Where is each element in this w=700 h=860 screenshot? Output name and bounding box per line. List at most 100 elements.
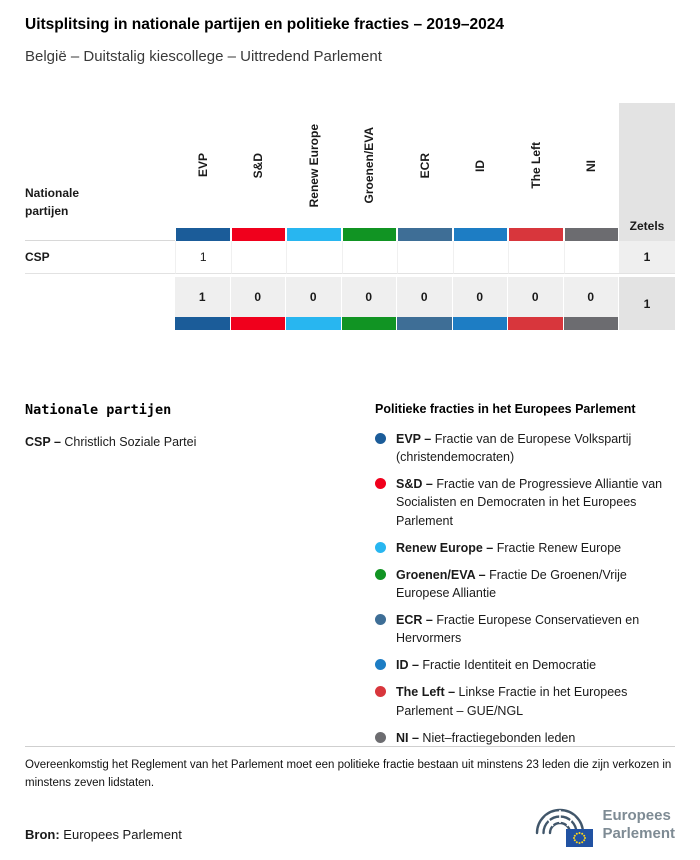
column-header-ni: NI <box>564 103 620 241</box>
political-groups-legend: Politieke fracties in het Europees Parle… <box>375 402 675 756</box>
legend-item-theleft: The Left – Linkse Fractie in het Europee… <box>375 683 675 719</box>
group-color-bar <box>230 317 285 330</box>
group-abbr: The Left – <box>396 685 456 700</box>
cell-value <box>397 241 453 274</box>
column-label: Groenen/EVA <box>362 127 377 204</box>
group-full-name: Niet–fractiegebonden leden <box>422 730 576 745</box>
legend-section: Nationale partijen CSP – Christlich Sozi… <box>25 402 675 756</box>
row-seats-total: 1 <box>619 241 675 274</box>
group-full-name: Linkse Fractie in het Europees Parlement… <box>396 685 628 718</box>
legend-item-ni: NI – Niet–fractiegebonden leden <box>375 729 675 747</box>
group-color-dot <box>375 541 386 553</box>
row-header-label: Nationale partijen <box>25 186 80 218</box>
cell-value <box>341 241 397 274</box>
table-totals-row: 1 0 0 0 0 0 0 <box>25 277 675 330</box>
totals-empty-cell <box>25 277 175 330</box>
total-cell-renew: 0 <box>286 277 341 330</box>
cell-value <box>286 241 342 274</box>
seats-table: Nationale partijen EVP S&D Renew Europe … <box>25 103 675 330</box>
group-color-bar <box>509 228 563 241</box>
column-header-zetels: Zetels <box>619 103 675 241</box>
group-color-bar <box>453 228 507 241</box>
cell-value <box>508 241 564 274</box>
group-color-bar <box>341 317 396 330</box>
group-color-bar <box>176 228 230 241</box>
national-parties-legend: Nationale partijen CSP – Christlich Sozi… <box>25 402 375 756</box>
cell-value <box>230 241 286 274</box>
political-groups-heading: Politieke fracties in het Europees Parle… <box>375 402 636 416</box>
seats-grand-total: 1 <box>619 277 675 330</box>
group-color-bar <box>397 317 452 330</box>
group-color-dot <box>375 659 386 671</box>
column-label: S&D <box>251 152 266 179</box>
table-row-csp: CSP 1 1 <box>25 241 675 274</box>
group-full-name: Fractie Identiteit en Democratie <box>422 658 597 673</box>
group-color-bar <box>398 228 452 241</box>
group-color-dot <box>375 433 386 444</box>
group-color-bar <box>287 228 341 241</box>
group-color-bar <box>563 317 618 330</box>
footer: Bron: Europees Parlement <box>25 800 675 848</box>
party-abbr: CSP – <box>25 435 61 449</box>
group-color-bar <box>231 228 285 241</box>
column-label: ID <box>473 159 488 172</box>
total-value: 0 <box>309 290 317 304</box>
group-color-bar <box>286 317 341 330</box>
source-line: Bron: Europees Parlement <box>25 827 182 848</box>
table-header-row: Nationale partijen EVP S&D Renew Europe … <box>25 103 675 241</box>
group-color-bar <box>508 317 563 330</box>
column-label: The Left <box>528 142 543 189</box>
group-color-bar <box>175 317 230 330</box>
legend-item-id: ID – Fractie Identiteit en Democratie <box>375 656 675 674</box>
total-value: 0 <box>476 290 484 304</box>
column-label: Renew Europe <box>306 123 321 208</box>
group-color-dot <box>375 614 386 625</box>
column-label: NI <box>584 159 599 172</box>
column-header-ecr: ECR <box>397 103 453 241</box>
column-header-renew: Renew Europe <box>286 103 342 241</box>
hemicycle-flag-icon <box>536 808 594 847</box>
group-abbr: S&D – <box>396 477 433 492</box>
total-cell-ecr: 0 <box>397 277 452 330</box>
group-color-dot <box>375 568 386 580</box>
group-full-name: Fractie van de Europese Volkspartij (chr… <box>396 432 632 465</box>
group-abbr: Renew Europe – <box>396 540 494 555</box>
column-header-id: ID <box>453 103 509 241</box>
group-color-dot <box>375 731 386 743</box>
group-color-dot <box>375 686 386 698</box>
column-label: EVP <box>195 153 210 178</box>
legend-item-ecr: ECR – Fractie Europese Conservatieven en… <box>375 611 675 647</box>
group-abbr: ECR – <box>396 613 433 627</box>
zetels-label: Zetels <box>629 219 665 233</box>
column-header-theleft: The Left <box>508 103 564 241</box>
column-header-sd: S&D <box>231 103 287 241</box>
legend-item-evp: EVP – Fractie van de Europese Volksparti… <box>375 430 675 466</box>
total-cell-id: 0 <box>452 277 507 330</box>
group-abbr: NI – <box>396 730 419 745</box>
total-cell-groenen: 0 <box>341 277 396 330</box>
total-value: 0 <box>531 290 539 304</box>
logo-word-1: Europees <box>602 806 671 824</box>
party-name: CSP <box>25 241 175 274</box>
group-full-name: Fractie Europese Conservatieven en Hervo… <box>396 613 640 646</box>
group-abbr: EVP – <box>396 432 432 446</box>
group-abbr: Groenen/EVA – <box>396 567 486 582</box>
row-header-cell: Nationale partijen <box>25 103 175 241</box>
column-header-groenen: Groenen/EVA <box>342 103 398 241</box>
group-color-bar <box>452 317 507 330</box>
footnote: Overeenkomstig het Reglement van het Par… <box>25 746 675 793</box>
national-parties-heading: Nationale partijen <box>25 402 172 418</box>
source-value: Europees Parlement <box>63 827 182 842</box>
cell-value <box>563 241 619 274</box>
party-full-name: Christlich Soziale Partei <box>64 435 197 449</box>
total-cell-sd: 0 <box>230 277 285 330</box>
legend-item-renew: Renew Europe – Fractie Renew Europe <box>375 539 675 557</box>
total-value: 1 <box>198 290 206 304</box>
total-value: 0 <box>420 290 428 304</box>
total-cell-evp: 1 <box>175 277 230 330</box>
group-color-bar <box>342 228 396 241</box>
european-parliament-logo: Europees Parlement <box>532 802 675 848</box>
column-header-evp: EVP <box>175 103 231 241</box>
group-full-name: Fractie De Groenen/Vrije Europese Allian… <box>396 567 627 600</box>
